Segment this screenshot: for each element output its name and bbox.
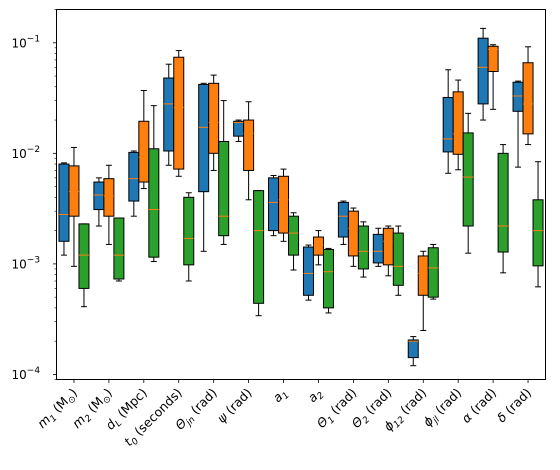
box-c12-s1 — [487, 44, 499, 110]
box-c0-s0 — [58, 162, 70, 256]
box-iqr — [407, 339, 419, 359]
box-iqr — [497, 152, 509, 253]
box-c13-s2 — [532, 161, 544, 288]
box-c6-s0 — [268, 175, 280, 237]
box-c13-s1 — [522, 46, 534, 146]
box-c6-s2 — [288, 212, 300, 271]
box-iqr — [253, 190, 265, 304]
box-iqr — [302, 246, 314, 296]
box-c7-s2 — [322, 247, 334, 314]
box-iqr — [183, 196, 195, 266]
box-iqr — [103, 178, 115, 217]
box-iqr — [312, 236, 324, 256]
box-iqr — [522, 62, 534, 135]
box-iqr — [477, 37, 489, 105]
box-c4-s2 — [218, 100, 230, 245]
box-c10-s0 — [407, 336, 419, 367]
box-iqr — [208, 82, 220, 154]
box-iqr — [442, 96, 454, 153]
box-iqr — [532, 199, 544, 267]
box-iqr — [58, 163, 70, 242]
box-iqr — [288, 215, 300, 256]
box-c6-s1 — [278, 168, 290, 242]
box-iqr — [138, 120, 150, 183]
box-c7-s1 — [312, 230, 324, 266]
boxes-layer — [58, 27, 544, 367]
box-c3-s0 — [163, 63, 175, 166]
box-c1-s2 — [113, 217, 125, 282]
box-iqr — [198, 83, 210, 193]
box-c9-s2 — [392, 225, 404, 296]
box-iqr — [462, 132, 474, 227]
box-iqr — [93, 181, 105, 211]
box-iqr — [173, 56, 185, 170]
box-iqr — [347, 210, 359, 257]
box-c10-s2 — [427, 243, 439, 300]
box-iqr — [128, 151, 140, 202]
box-iqr — [68, 165, 80, 217]
box-iqr — [278, 175, 290, 234]
box-iqr — [372, 233, 384, 264]
box-c9-s1 — [382, 225, 394, 277]
box-iqr — [452, 91, 464, 155]
box-c2-s2 — [148, 105, 160, 263]
box-iqr — [233, 120, 245, 137]
box-iqr — [392, 232, 404, 286]
box-c7-s0 — [302, 244, 314, 301]
box-c11-s1 — [452, 79, 464, 171]
box-iqr — [268, 177, 280, 232]
box-iqr — [427, 247, 439, 298]
box-iqr — [417, 255, 429, 296]
box-iqr — [337, 201, 349, 238]
box-c3-s2 — [183, 192, 195, 282]
plot-frame — [56, 9, 546, 380]
box-iqr — [357, 225, 369, 270]
box-iqr — [163, 77, 175, 152]
box-c9-s0 — [372, 227, 384, 267]
box-c11-s2 — [462, 112, 474, 254]
box-c4-s1 — [208, 74, 220, 171]
box-iqr — [78, 223, 90, 289]
box-iqr — [322, 248, 334, 309]
box-iqr — [113, 217, 125, 280]
box-iqr — [218, 140, 230, 237]
box-iqr — [148, 148, 160, 258]
box-iqr — [512, 81, 524, 112]
box-iqr — [382, 227, 394, 266]
box-c5-s1 — [243, 101, 255, 201]
box-c8-s2 — [357, 221, 369, 278]
box-iqr — [243, 119, 255, 171]
box-c0-s2 — [78, 223, 90, 308]
box-c3-s1 — [173, 50, 185, 177]
box-c1-s1 — [103, 164, 115, 245]
box-iqr — [487, 45, 499, 72]
box-c0-s1 — [68, 146, 80, 267]
box-c12-s2 — [497, 144, 509, 274]
box-c5-s2 — [253, 190, 265, 317]
